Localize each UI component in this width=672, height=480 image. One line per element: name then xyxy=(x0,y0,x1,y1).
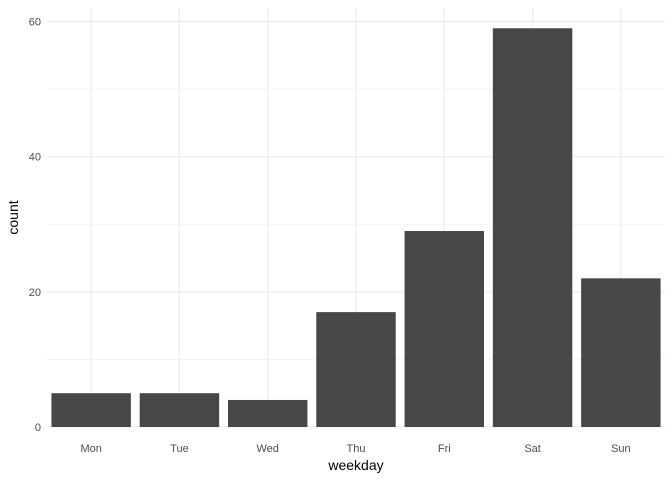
x-axis-title: weekday xyxy=(327,457,383,473)
bars xyxy=(51,28,661,427)
y-tick-label: 20 xyxy=(29,287,41,299)
bar-sun xyxy=(581,278,661,427)
x-tick-label: Tue xyxy=(170,443,189,455)
bar-fri xyxy=(404,231,485,427)
y-tick-label: 60 xyxy=(29,17,41,29)
x-axis-ticks: Mon Tue Wed Thu Fri Sat Sun xyxy=(80,443,630,455)
y-tick-label: 40 xyxy=(29,152,41,164)
x-tick-label: Sat xyxy=(524,443,541,455)
bar-sat xyxy=(492,28,573,427)
bar-mon xyxy=(51,393,131,427)
bar-wed xyxy=(227,399,308,427)
bar-tue xyxy=(139,393,220,427)
bar-thu xyxy=(316,312,396,427)
x-tick-label: Fri xyxy=(438,443,451,455)
x-tick-label: Sun xyxy=(611,443,631,455)
y-tick-label: 0 xyxy=(35,422,41,434)
y-axis-title: count xyxy=(5,200,21,234)
y-axis-ticks: 0 20 40 60 xyxy=(29,17,41,434)
x-tick-label: Wed xyxy=(257,443,279,455)
x-tick-label: Thu xyxy=(347,443,366,455)
x-tick-label: Mon xyxy=(80,443,101,455)
